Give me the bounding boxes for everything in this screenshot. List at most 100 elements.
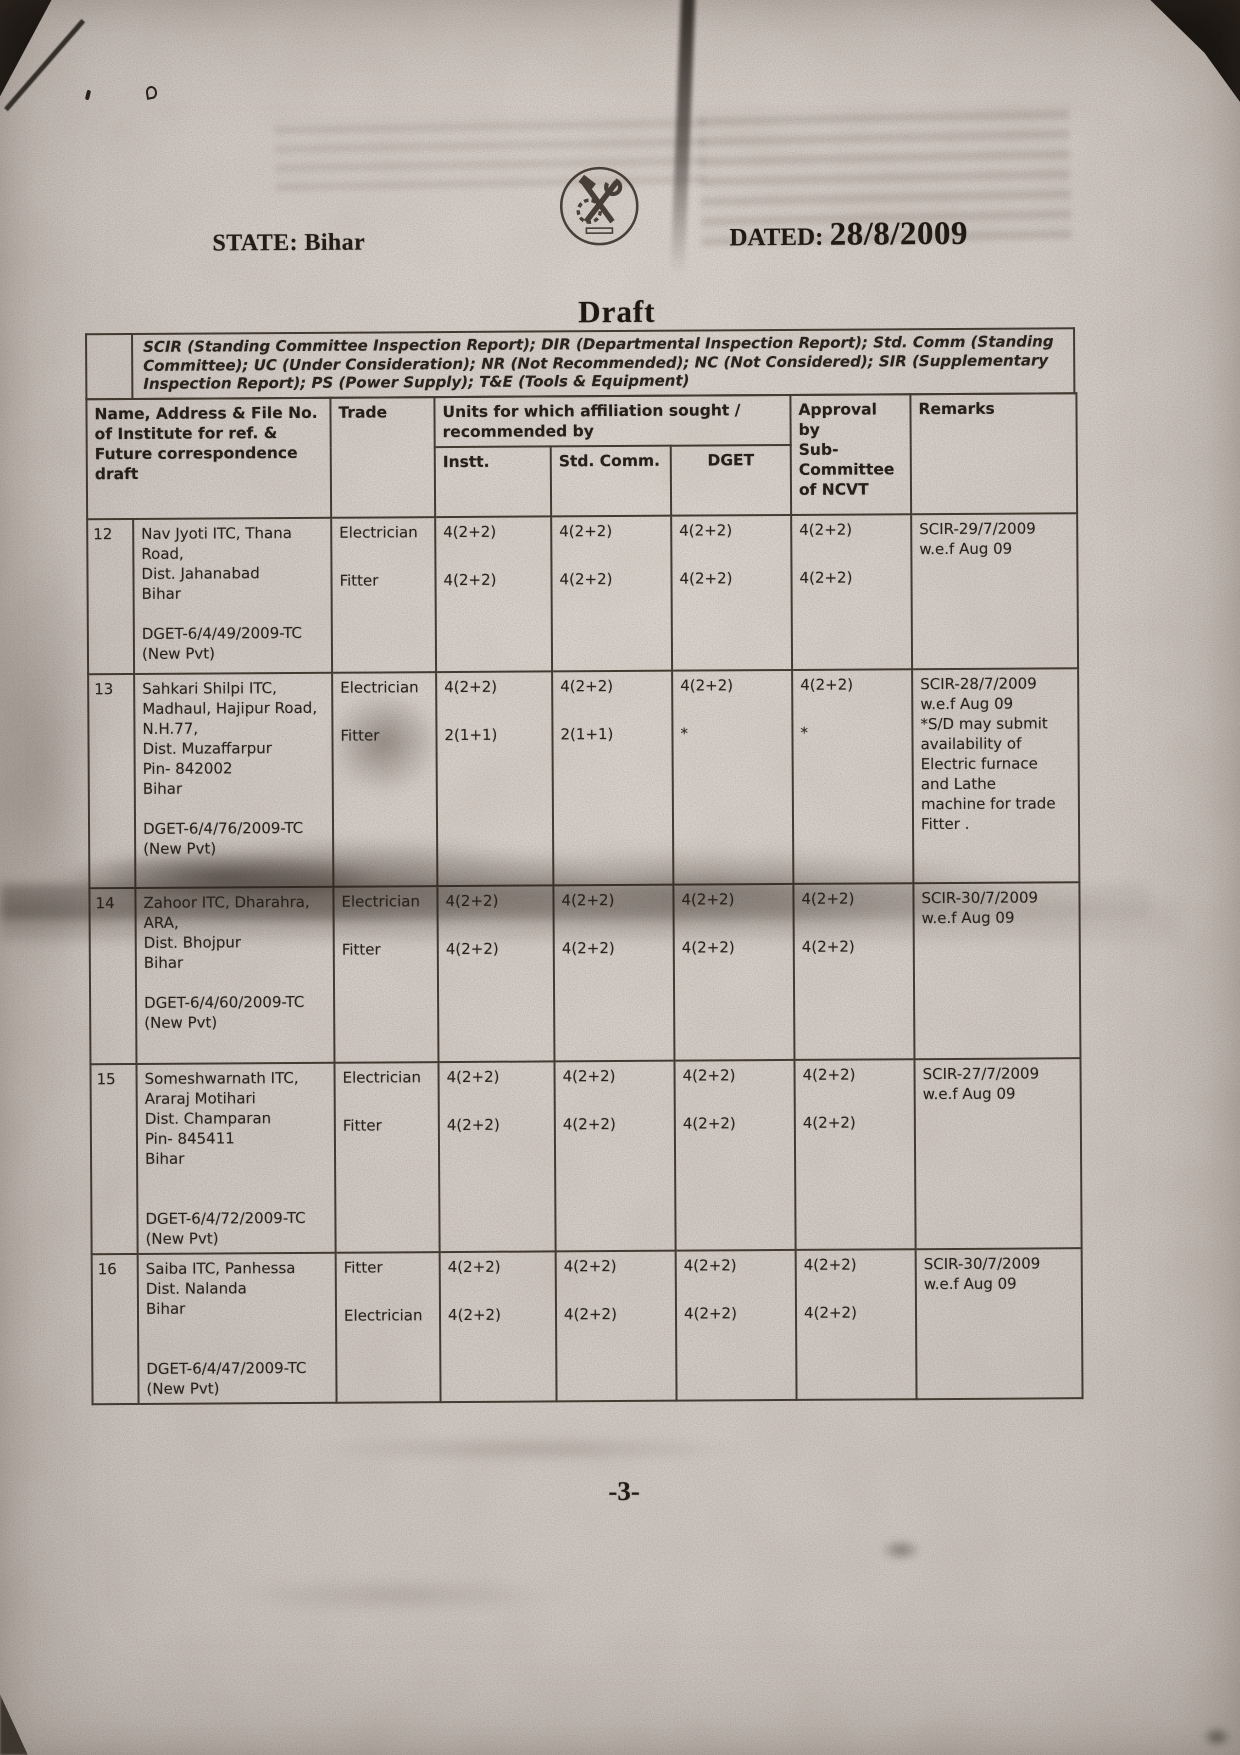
approval-line-2: 4(2+2) xyxy=(803,1303,857,1322)
units-stdcomm-cell: 4(2+2) 4(2+2) xyxy=(553,884,675,1061)
approval-line-1: 4(2+2) xyxy=(799,520,853,539)
ncvt-emblem-icon xyxy=(556,164,643,255)
trade-line-2: Fitter xyxy=(341,939,381,959)
trade-line-2: Electrician xyxy=(343,1305,423,1325)
trade-cell: Electrician Fitter xyxy=(331,516,437,673)
units-line-2: 2(1+1) xyxy=(560,724,614,743)
institute-cell: Saiba ITC, Panhessa Dist. Nalanda Bihar … xyxy=(137,1252,337,1404)
abbreviation-legend: SCIR (Standing Committee Inspection Repo… xyxy=(132,328,1075,399)
table-row: 12 Nav Jyoti ITC, Thana Road, Dist. Jaha… xyxy=(87,512,1079,674)
approval-line-1: 4(2+2) xyxy=(803,1255,857,1274)
trade-line-1: Electrician xyxy=(340,677,419,697)
header-trade: Trade xyxy=(330,396,436,518)
trade-line-1: Electrician xyxy=(342,1067,422,1087)
units-line-2: * xyxy=(680,724,689,743)
dated-value: 28/8/2009 xyxy=(829,215,969,253)
approval-line-2: * xyxy=(800,723,809,742)
units-dget-cell: 4(2+2) * xyxy=(672,669,794,885)
approval-cell: 4(2+2) 4(2+2) xyxy=(793,882,915,1060)
units-line-2: 2(1+1) xyxy=(444,725,498,744)
header-dget: DGET xyxy=(670,444,792,516)
units-dget-cell: 4(2+2) 4(2+2) xyxy=(674,1059,796,1251)
approval-line-1: 4(2+2) xyxy=(801,889,855,908)
units-stdcomm-cell: 4(2+2) 4(2+2) xyxy=(555,1250,677,1401)
units-instt-cell: 4(2+2) 4(2+2) xyxy=(438,1060,556,1252)
trade-cell: Electrician Fitter xyxy=(334,1061,440,1253)
approval-cell: 4(2+2) 4(2+2) xyxy=(791,513,913,670)
units-line-1: 4(2+2) xyxy=(679,520,733,540)
units-line-1: 4(2+2) xyxy=(680,675,734,695)
header-std-comm: Std. Comm. xyxy=(550,445,672,516)
approval-line-1: 4(2+2) xyxy=(802,1065,856,1084)
units-instt-cell: 4(2+2) 4(2+2) xyxy=(435,515,553,672)
units-line-1: 4(2+2) xyxy=(682,1065,736,1085)
trade-line-1: Electrician xyxy=(341,891,420,911)
remarks-cell: SCIR-30/7/2009 w.e.f Aug 09 xyxy=(913,881,1081,1059)
row-number-cell: 12 xyxy=(87,518,135,674)
remarks-cell: SCIR-29/7/2009 w.e.f Aug 09 xyxy=(911,512,1079,669)
units-line-2: 4(2+2) xyxy=(679,568,733,588)
approval-cell: 4(2+2) * xyxy=(792,668,914,884)
units-line-2: 4(2+2) xyxy=(559,569,613,588)
institute-cell: Someshwarnath ITC, Araraj Motihari Dist.… xyxy=(136,1062,336,1254)
units-dget-cell: 4(2+2) 4(2+2) xyxy=(675,1249,797,1401)
row-number-cell: 13 xyxy=(88,673,136,888)
units-line-1: 4(2+2) xyxy=(444,677,498,696)
approval-line-2: 4(2+2) xyxy=(801,937,855,956)
header-approval: Approval by Sub- Committee of NCVT xyxy=(790,393,912,515)
legend-spacer-cell xyxy=(86,333,133,399)
approval-line-2: 4(2+2) xyxy=(802,1113,856,1132)
units-dget-cell: 4(2+2) 4(2+2) xyxy=(673,883,795,1061)
units-line-1: 4(2+2) xyxy=(443,522,497,541)
units-line-1: 4(2+2) xyxy=(560,676,614,695)
units-stdcomm-cell: 4(2+2) 2(1+1) xyxy=(552,670,674,885)
approval-line-1: 4(2+2) xyxy=(800,675,854,694)
units-instt-cell: 4(2+2) 4(2+2) xyxy=(437,884,555,1062)
units-line-2: 4(2+2) xyxy=(443,570,497,589)
units-line-2: 4(2+2) xyxy=(683,1303,737,1323)
units-line-2: 4(2+2) xyxy=(561,938,615,957)
trade-line-1: Fitter xyxy=(343,1257,383,1277)
table-row: 13 Sahkari Shilpi ITC, Madhaul, Hajipur … xyxy=(88,667,1080,888)
dated-label: DATED: 28/8/2009 xyxy=(729,216,968,254)
trade-line-2: Fitter xyxy=(340,725,380,745)
units-line-1: 4(2+2) xyxy=(446,1067,500,1086)
units-line-1: 4(2+2) xyxy=(559,521,613,540)
units-line-1: 4(2+2) xyxy=(562,1066,616,1085)
units-line-1: 4(2+2) xyxy=(681,889,735,909)
units-line-2: 4(2+2) xyxy=(682,1113,736,1133)
units-line-2: 4(2+2) xyxy=(445,939,499,958)
units-stdcomm-cell: 4(2+2) 4(2+2) xyxy=(554,1060,676,1251)
header-instt: Instt. xyxy=(434,445,552,517)
affiliation-table: Name, Address & File No. of Institute fo… xyxy=(85,392,1083,1405)
legend-table: SCIR (Standing Committee Inspection Repo… xyxy=(85,327,1075,400)
units-line-1: 4(2+2) xyxy=(563,1256,617,1275)
table-row: 14 Zahoor ITC, Dharahra, ARA, Dist. Bhoj… xyxy=(89,881,1081,1064)
units-line-1: 4(2+2) xyxy=(561,890,615,909)
remarks-cell: SCIR-30/7/2009 w.e.f Aug 09 xyxy=(915,1247,1083,1399)
trade-line-1: Electrician xyxy=(339,522,418,542)
trade-cell: Electrician Fitter xyxy=(333,885,439,1063)
units-dget-cell: 4(2+2) 4(2+2) xyxy=(671,514,793,671)
units-line-2: 4(2+2) xyxy=(446,1115,500,1134)
table-row: 15 Someshwarnath ITC, Araraj Motihari Di… xyxy=(90,1057,1082,1254)
dated-caption: DATED: xyxy=(729,223,824,252)
units-line-2: 4(2+2) xyxy=(562,1114,616,1133)
table-row: 16 Saiba ITC, Panhessa Dist. Nalanda Bih… xyxy=(91,1247,1083,1404)
trade-cell: Fitter Electrician xyxy=(335,1251,441,1403)
page-number: -3- xyxy=(608,1475,640,1507)
approval-cell: 4(2+2) 4(2+2) xyxy=(794,1058,916,1250)
row-number-cell: 15 xyxy=(90,1063,138,1254)
trade-line-2: Fitter xyxy=(342,1115,382,1135)
approval-line-2: 4(2+2) xyxy=(799,568,853,587)
remarks-cell: SCIR-28/7/2009 w.e.f Aug 09 *S/D may sub… xyxy=(912,667,1080,883)
units-instt-cell: 4(2+2) 2(1+1) xyxy=(436,670,554,886)
institute-cell: Sahkari Shilpi ITC, Madhaul, Hajipur Roa… xyxy=(134,672,334,888)
units-line-1: 4(2+2) xyxy=(445,891,499,910)
institute-cell: Nav Jyoti ITC, Thana Road, Dist. Jahanab… xyxy=(133,517,333,674)
row-number-cell: 14 xyxy=(89,887,137,1064)
row-number-cell: 16 xyxy=(91,1253,139,1404)
header-units: Units for which affiliation sought / rec… xyxy=(434,394,791,447)
